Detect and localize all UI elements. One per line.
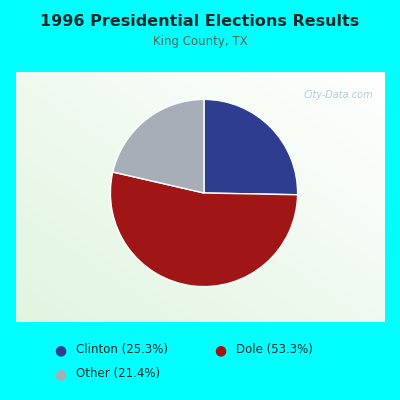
- Wedge shape: [204, 99, 298, 195]
- Wedge shape: [110, 172, 298, 286]
- Wedge shape: [113, 99, 204, 193]
- Text: 1996 Presidential Elections Results: 1996 Presidential Elections Results: [40, 14, 360, 30]
- Text: Clinton (25.3%): Clinton (25.3%): [76, 344, 168, 356]
- Text: ●: ●: [54, 367, 66, 381]
- Text: City-Data.com: City-Data.com: [303, 90, 373, 100]
- Text: Other (21.4%): Other (21.4%): [76, 368, 160, 380]
- Text: ●: ●: [214, 343, 226, 357]
- Text: King County, TX: King County, TX: [153, 36, 247, 48]
- Text: Dole (53.3%): Dole (53.3%): [236, 344, 313, 356]
- Text: ●: ●: [54, 343, 66, 357]
